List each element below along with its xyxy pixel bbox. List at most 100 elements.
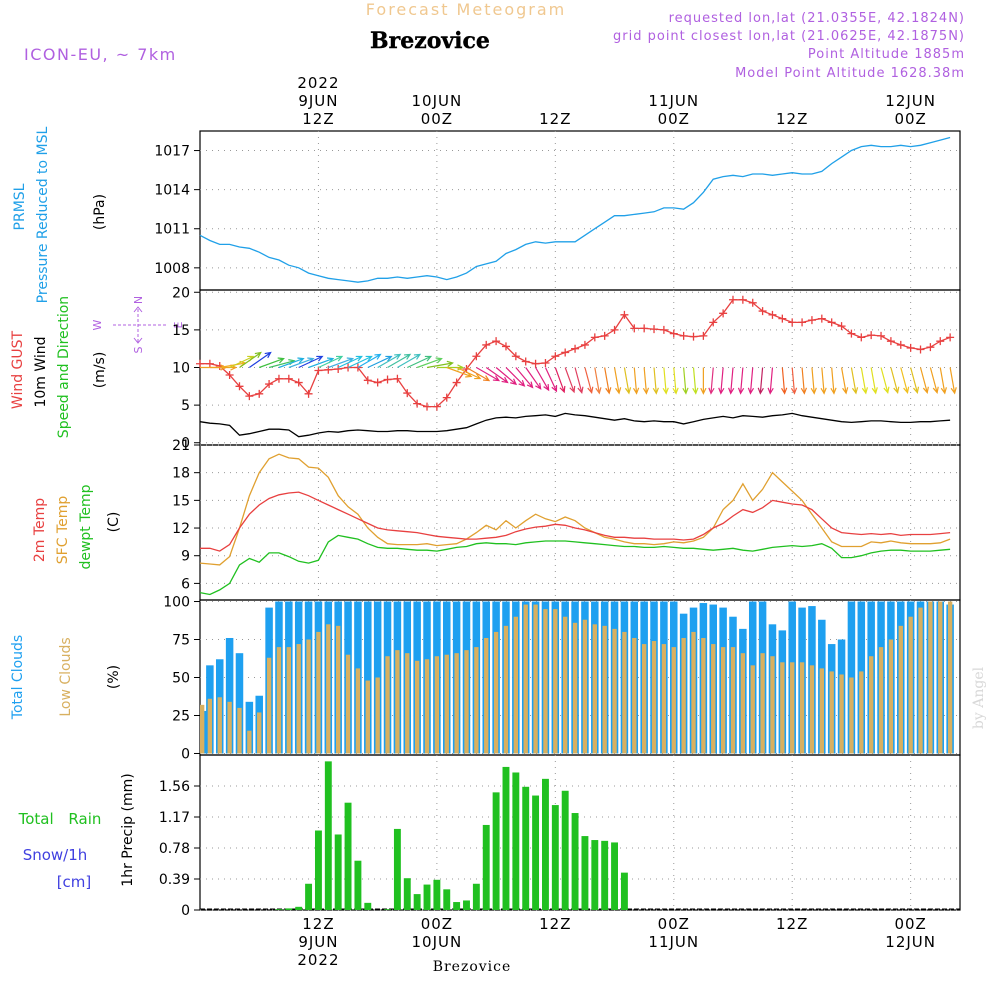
rain-bar (611, 842, 618, 910)
y-tick-label: 0.78 (159, 841, 190, 857)
low-cloud-bar (217, 697, 222, 754)
low-cloud-bar (484, 637, 489, 754)
rain-bar (354, 860, 362, 910)
pressure-unit: (hPa) (92, 194, 108, 230)
wind-arrow (939, 367, 947, 395)
model-label: ICON-EU, ~ 7km (24, 45, 177, 64)
gust-marker (669, 329, 678, 338)
time-label-top: 9JUN (298, 92, 338, 110)
gust-marker (541, 358, 550, 367)
low-cloud-bar (651, 641, 657, 754)
wind-arrow (357, 353, 382, 369)
low-cloud-bar (888, 639, 894, 754)
panel-frame-4 (199, 754, 961, 911)
y-tick-label: 12 (172, 521, 190, 537)
rain-bar (551, 805, 559, 910)
sfc-temp-label: SFC Temp (55, 496, 71, 565)
wind-arrow (515, 367, 534, 389)
time-label-top: 12Z (776, 110, 808, 128)
wind-arrow (623, 367, 632, 395)
gust-marker (561, 348, 570, 357)
wind-arrow (318, 355, 344, 369)
gust-marker (827, 318, 836, 327)
gust-marker (768, 310, 777, 319)
y-tick-label: 75 (172, 633, 190, 649)
wind-arrow (718, 367, 725, 395)
gust-marker (551, 352, 560, 361)
wind-arrow (594, 367, 602, 395)
gust-marker (610, 325, 619, 334)
wind-arrow (747, 367, 755, 395)
low-cloud-bar (740, 653, 746, 754)
time-label-bottom: 10JUN (412, 933, 463, 951)
wind-arrow (485, 367, 509, 384)
y-tick-label: 21 (172, 438, 190, 454)
low-cloud-bar (898, 625, 903, 754)
wind-arrow (929, 367, 939, 394)
total-clouds-label: Total Clouds (10, 635, 26, 720)
low-cloud-bar (365, 680, 370, 754)
y-tick-label: 0 (181, 746, 190, 762)
gust-marker (886, 337, 895, 346)
y-tick-label: 0.39 (159, 872, 190, 888)
low-cloud-bar (306, 639, 311, 754)
low-cloud-bar (266, 657, 272, 754)
low-cloud-bar (385, 656, 390, 754)
gust-marker (659, 325, 668, 334)
low-cloud-bar (632, 637, 637, 754)
wind-arrow (850, 367, 859, 395)
compass-south: S (132, 346, 145, 353)
wind-arrow (919, 367, 929, 394)
rain-bar (314, 830, 322, 910)
wind-arrow (810, 367, 817, 395)
gust-marker (640, 324, 649, 333)
wind-arrow (584, 367, 594, 394)
time-label-top: 12Z (539, 110, 571, 128)
y-tick-label: 5 (181, 398, 190, 414)
gust-marker (403, 389, 412, 398)
temp-line (200, 491, 951, 552)
rain-bar (571, 813, 579, 910)
wind-arrow (613, 367, 622, 395)
rain-bar (285, 908, 293, 910)
low-cloud-bar (780, 662, 785, 754)
gust-marker (413, 399, 422, 408)
gust-marker (472, 352, 481, 361)
low-cloud-bar (543, 609, 548, 754)
low-cloud-bar (276, 647, 282, 754)
low-cloud-bar (592, 624, 597, 754)
wind-arrow (298, 355, 324, 369)
time-label-top: 12Z (302, 110, 334, 128)
time-label-top: 11JUN (648, 92, 699, 110)
wind-arrow (259, 357, 285, 369)
gust-marker (363, 376, 372, 385)
low-cloud-bar (286, 647, 292, 754)
low-cloud-bar (671, 647, 676, 754)
wind-arrow (900, 367, 910, 394)
time-label-bottom: 12Z (539, 915, 571, 933)
low-cloud-bar (622, 631, 627, 754)
rain-bar (620, 872, 628, 910)
gust-marker (383, 375, 392, 384)
gust-marker (452, 378, 461, 387)
total-cloud-bar (364, 601, 372, 754)
dewpoint-line (199, 534, 951, 596)
y-tick-label: 1.17 (159, 810, 190, 826)
wind-arrow (737, 367, 745, 395)
rain-bar (482, 824, 490, 910)
wind-arrow (456, 366, 482, 380)
wind-arrow (781, 367, 788, 395)
y-tick-label: 25 (172, 708, 190, 724)
time-label-top: 00Z (421, 110, 453, 128)
time-label-top: 00Z (658, 110, 690, 128)
low-cloud-bar (928, 601, 933, 754)
gust-marker (511, 352, 520, 361)
gust-marker (571, 344, 580, 353)
gust-marker (798, 318, 807, 327)
low-cloud-bar (296, 644, 301, 754)
low-cloud-bar (237, 707, 242, 754)
low-cloud-bar (247, 730, 252, 754)
y-tick-label: 18 (172, 466, 190, 482)
total-cloud-bar (245, 701, 254, 754)
wind-arrow (604, 367, 612, 395)
